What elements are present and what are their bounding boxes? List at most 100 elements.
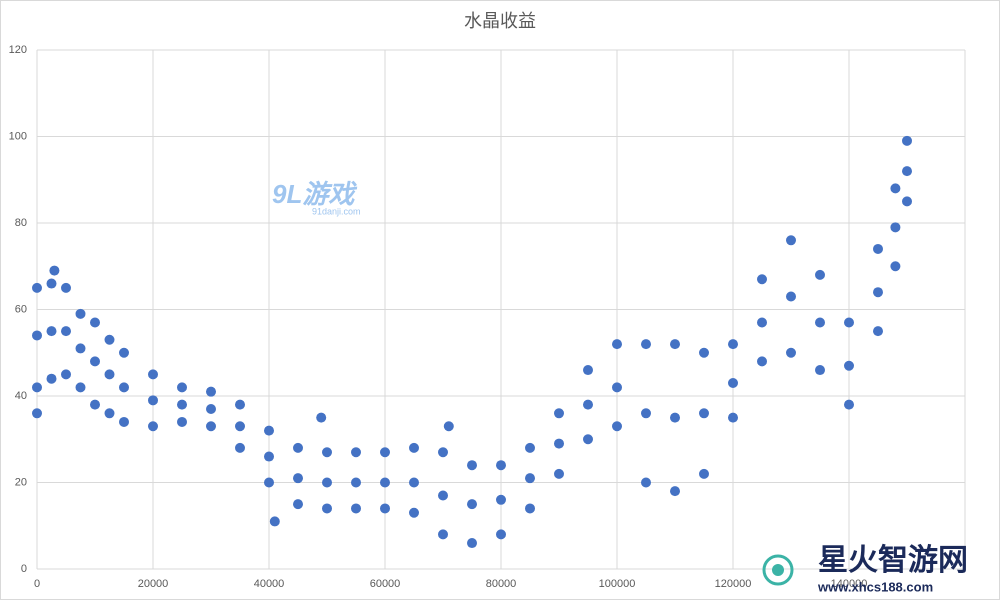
watermark: www.xhcs188.com (817, 579, 933, 594)
point (32, 408, 42, 419)
point (467, 460, 477, 471)
point (902, 196, 912, 207)
watermark: 9L游戏 (272, 179, 357, 209)
point (757, 317, 767, 328)
point (264, 451, 274, 462)
point (104, 334, 115, 345)
point (873, 287, 883, 298)
x-tick-label: 140000 (831, 578, 868, 590)
point (264, 477, 274, 488)
point (583, 365, 593, 376)
point (728, 378, 738, 389)
point (612, 382, 622, 393)
point (90, 399, 100, 410)
x-tick-label: 100000 (599, 578, 636, 590)
point (641, 339, 651, 350)
y-tick-label: 0 (21, 563, 27, 575)
point (525, 442, 535, 453)
point (438, 447, 448, 458)
point (554, 408, 564, 419)
x-tick-label: 40000 (254, 578, 285, 590)
point (641, 477, 651, 488)
y-tick-label: 40 (15, 390, 27, 402)
point (148, 369, 158, 380)
point (902, 166, 912, 177)
point (32, 382, 42, 393)
point (815, 317, 825, 328)
point (293, 473, 303, 484)
point (316, 412, 327, 423)
point (409, 477, 419, 488)
point (757, 274, 767, 285)
point (890, 183, 901, 194)
x-tick-label: 60000 (370, 578, 401, 590)
point (612, 421, 622, 432)
point (670, 339, 680, 350)
point (75, 308, 86, 319)
point (177, 399, 187, 410)
point (46, 278, 57, 289)
point (409, 507, 419, 518)
point (467, 538, 477, 549)
point (177, 416, 187, 427)
x-tick-label: 20000 (138, 578, 169, 590)
point (728, 339, 738, 350)
point (786, 235, 796, 246)
point (264, 425, 274, 436)
point (467, 499, 477, 510)
point (119, 382, 129, 393)
point (46, 373, 57, 384)
point (890, 261, 901, 272)
point (583, 434, 593, 445)
point (670, 486, 680, 497)
point (496, 460, 506, 471)
point (844, 360, 854, 371)
point (786, 347, 796, 358)
point (525, 473, 535, 484)
point (438, 529, 448, 540)
y-tick-label: 120 (9, 44, 27, 56)
point (815, 269, 825, 280)
point (583, 399, 593, 410)
y-tick-label: 80 (15, 217, 27, 229)
point (554, 468, 564, 479)
point (322, 503, 332, 514)
point (815, 365, 825, 376)
point (786, 291, 796, 302)
point (612, 339, 622, 350)
point (206, 386, 216, 397)
point (119, 347, 129, 358)
point (351, 477, 361, 488)
point (148, 421, 158, 432)
point (496, 494, 506, 505)
point (902, 135, 912, 146)
point (873, 243, 883, 254)
x-tick-label: 120000 (715, 578, 752, 590)
point (699, 468, 709, 479)
point (554, 438, 564, 449)
point (873, 326, 883, 337)
point (269, 516, 280, 527)
point (699, 408, 709, 419)
point (49, 265, 60, 276)
point (409, 442, 419, 453)
point (75, 382, 86, 393)
point (844, 317, 854, 328)
point (61, 369, 71, 380)
point (438, 490, 448, 501)
point (235, 442, 245, 453)
point (104, 408, 115, 419)
point (525, 503, 535, 514)
point (148, 395, 158, 406)
point (757, 356, 767, 367)
point (206, 403, 216, 414)
point (641, 408, 651, 419)
y-tick-label: 20 (15, 476, 27, 488)
watermark: 91danji.com (312, 206, 361, 216)
point (235, 421, 245, 432)
point (61, 282, 71, 293)
point (380, 447, 390, 458)
point (32, 330, 42, 341)
